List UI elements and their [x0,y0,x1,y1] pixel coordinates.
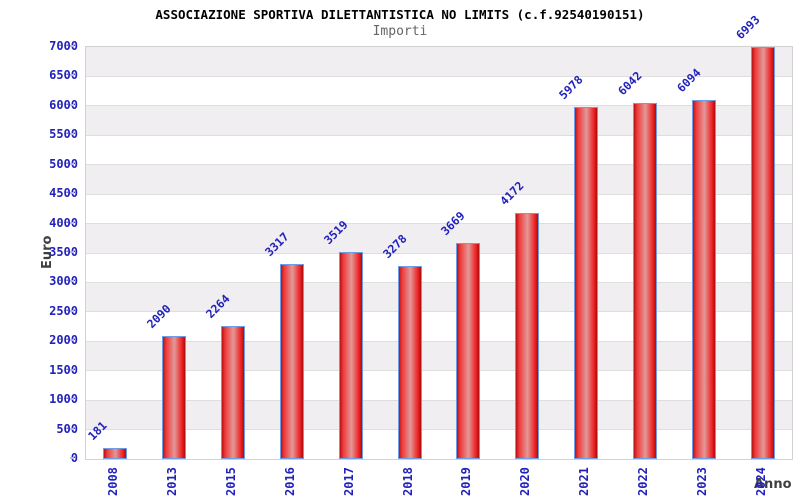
y-tick-label: 7000 [49,39,78,53]
gridline [86,399,792,401]
bar [397,266,422,459]
gridline [86,164,792,166]
y-tick-label: 2500 [49,303,78,318]
gridline [86,223,792,225]
gridline [86,370,792,372]
x-tick-label: 2024 [753,467,768,496]
y-tick-label: 6500 [49,68,78,83]
gridline [86,193,792,195]
gridline [86,75,792,77]
bar [750,47,775,459]
gridline [86,281,792,283]
y-tick-mark [70,457,74,459]
bar [515,213,540,459]
bar [279,264,304,459]
y-tick-label: 500 [56,421,78,436]
x-tick-label: 2008 [106,467,121,496]
y-tick-label: 4500 [49,186,78,201]
y-tick-mark [70,45,74,47]
y-tick-label: 5500 [49,127,78,142]
gridline [86,340,792,342]
y-tick-mark [70,339,74,342]
gridline [86,105,792,107]
y-tick-mark [70,427,74,430]
x-tick-label: 2020 [518,467,533,496]
plot-band [86,223,792,253]
plot-band [86,253,792,282]
x-tick-label: 2016 [282,467,297,496]
y-tick-label: 6000 [49,97,78,112]
y-tick-mark [70,74,74,77]
gridline [86,429,792,431]
x-tick-label: 2021 [577,467,592,496]
plot-band [86,47,792,77]
plot-band [86,312,792,341]
gridline [86,252,792,254]
y-tick-mark [70,398,74,401]
y-tick-mark [70,103,74,106]
bar [456,243,481,459]
plot-band [86,341,792,371]
y-tick-mark [70,280,74,283]
x-tick-label: 2019 [459,467,474,496]
y-tick-mark [70,192,74,195]
plot-band [86,194,792,223]
chart-title: ASSOCIAZIONE SPORTIVA DILETTANTISTICA NO… [155,7,645,22]
y-tick-label: 3500 [49,245,78,259]
bar [162,336,187,459]
plot-band [86,430,792,459]
plot-band [86,135,792,164]
y-tick-mark [70,309,74,312]
x-axis-title: Anno [754,477,792,492]
y-tick-label: 1500 [49,362,78,377]
plot-band [86,282,792,312]
plot-band [86,371,792,400]
y-tick-mark [70,133,74,136]
plot-band [86,164,792,195]
gridline [86,134,792,136]
gridline [86,311,792,313]
y-tick-label: 4000 [49,215,78,230]
x-tick-label: 2022 [635,467,650,496]
y-tick-label: 2000 [49,333,78,348]
plot-band [86,400,792,430]
bar [338,252,363,459]
y-tick-mark [70,221,74,224]
chart-subtitle: Importi [372,24,428,39]
bar [691,100,716,459]
bar [574,107,599,459]
y-tick-mark [70,368,74,371]
y-tick-label: 3000 [49,274,78,289]
y-tick-label: 1000 [49,392,78,407]
bar [103,448,128,459]
bar [632,103,657,459]
y-tick-mark [70,251,74,253]
plot-band [86,105,792,136]
y-tick-label: 0 [70,451,78,465]
x-tick-label: 2013 [165,467,180,496]
y-tick-label: 5000 [49,156,78,171]
plot-area: 181 2090 2264 3317 3519 3278 3669 4172 5978 6042 6… [85,13,793,460]
x-tick-label: 2018 [400,467,415,496]
x-tick-label: 2023 [694,467,709,496]
x-tick-label: 2015 [224,467,239,496]
y-tick-mark [70,162,74,165]
x-tick-label: 2017 [341,467,356,496]
bar [221,326,246,459]
